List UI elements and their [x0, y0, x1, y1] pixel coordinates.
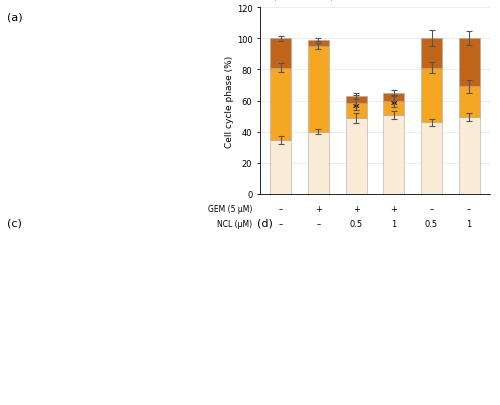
Bar	[346, 97, 366, 103]
Text: 0.5: 0.5	[350, 220, 362, 229]
Bar	[346, 103, 366, 119]
Text: *: *	[390, 99, 397, 112]
Text: NCL (μM): NCL (μM)	[218, 220, 252, 229]
Bar	[384, 115, 404, 194]
Bar	[308, 47, 329, 132]
Bar	[421, 123, 442, 194]
Text: 1: 1	[391, 220, 396, 229]
Text: –: –	[316, 220, 320, 229]
Text: (d): (d)	[258, 218, 273, 228]
Text: (c): (c)	[8, 218, 22, 228]
Text: –: –	[278, 205, 283, 214]
Legend: G₀/G₁, S, G₂/M: G₀/G₁, S, G₂/M	[252, 0, 344, 4]
Text: 0.5: 0.5	[425, 220, 438, 229]
Text: –: –	[467, 205, 471, 214]
Bar	[459, 118, 479, 194]
Bar	[270, 141, 291, 194]
Text: –: –	[278, 220, 283, 229]
Text: –: –	[430, 205, 434, 214]
Text: +: +	[315, 205, 322, 214]
Bar	[384, 102, 404, 115]
Bar	[421, 39, 442, 68]
Text: *: *	[353, 101, 360, 114]
Y-axis label: Cell cycle phase (%): Cell cycle phase (%)	[225, 55, 234, 147]
Bar	[308, 132, 329, 194]
Text: (a): (a)	[8, 12, 23, 22]
Bar	[270, 68, 291, 141]
Text: GEM (5 μM): GEM (5 μM)	[208, 205, 252, 214]
Bar	[270, 39, 291, 68]
Bar	[459, 39, 479, 87]
Bar	[384, 94, 404, 102]
Bar	[308, 41, 329, 47]
Bar	[459, 87, 479, 118]
Text: +: +	[352, 205, 360, 214]
Bar	[421, 68, 442, 123]
Text: +: +	[390, 205, 398, 214]
Bar	[346, 119, 366, 194]
Text: 1: 1	[466, 220, 472, 229]
